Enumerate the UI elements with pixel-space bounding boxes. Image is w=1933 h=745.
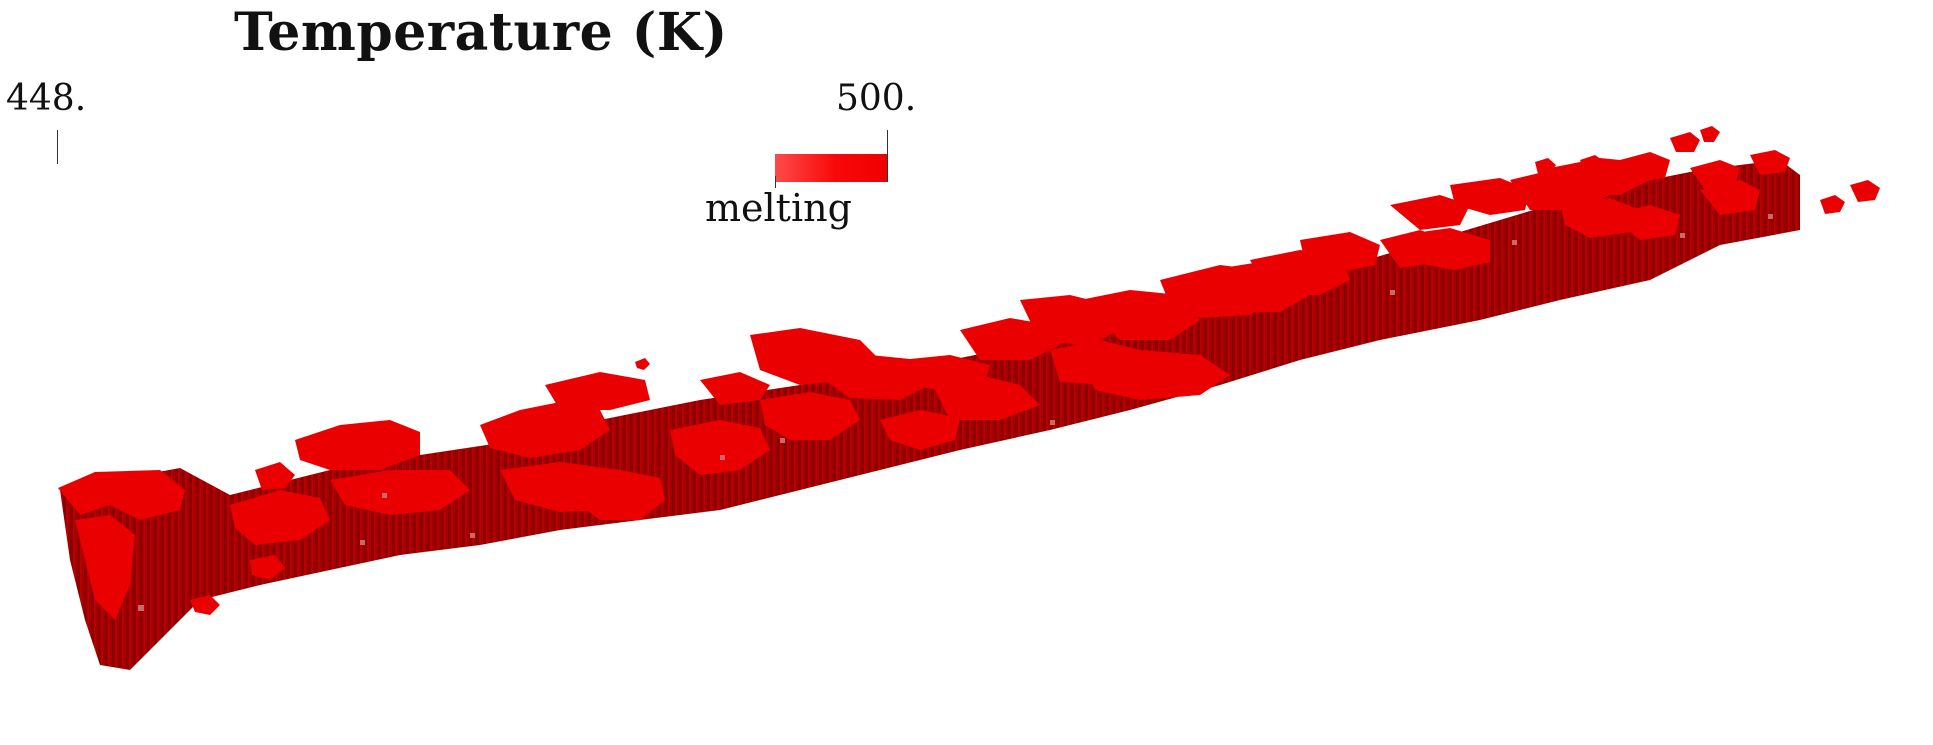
scale-min-label: 448. [6, 78, 87, 119]
scale-max-tick [887, 130, 888, 182]
scale-min-tick [57, 130, 58, 164]
melting-color-swatch [775, 154, 887, 182]
scale-max-label: 500. [836, 78, 917, 119]
legend-title: Temperature (K) [234, 2, 728, 63]
melting-legend-label: melting [705, 186, 852, 230]
surface-speckles [138, 214, 1773, 611]
melt-region-surface [58, 126, 1880, 620]
swatch-left-tick [775, 176, 776, 188]
